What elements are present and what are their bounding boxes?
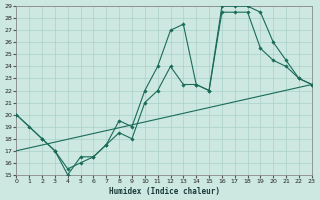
X-axis label: Humidex (Indice chaleur): Humidex (Indice chaleur)	[108, 187, 220, 196]
